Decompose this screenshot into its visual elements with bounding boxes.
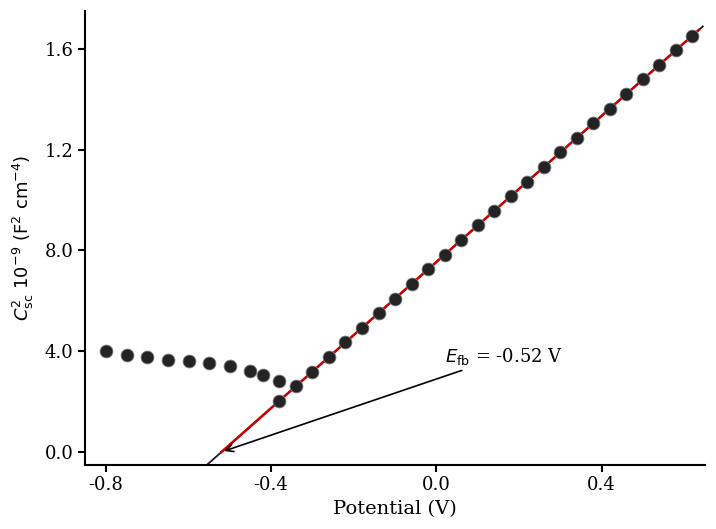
Point: [687, 31, 698, 40]
Point: [306, 367, 318, 376]
Point: [323, 353, 334, 361]
Point: [538, 163, 549, 171]
Point: [357, 324, 368, 332]
Point: [571, 134, 583, 142]
Point: [654, 60, 665, 69]
Point: [422, 265, 434, 273]
Point: [100, 347, 112, 355]
Point: [340, 338, 352, 346]
Point: [439, 250, 450, 259]
Y-axis label: $C_{\rm sc}^{2}\ 10^{-9}\ (\rm F^{2}\ cm^{-4})$: $C_{\rm sc}^{2}\ 10^{-9}\ (\rm F^{2}\ cm…: [11, 154, 37, 321]
Point: [257, 371, 268, 379]
Text: $E_{\mathrm{fb}}$ = -0.52 V: $E_{\mathrm{fb}}$ = -0.52 V: [226, 346, 563, 452]
Point: [121, 351, 132, 359]
Point: [390, 294, 401, 303]
Point: [274, 397, 285, 405]
Point: [488, 207, 500, 215]
Point: [274, 377, 285, 386]
Point: [224, 362, 236, 370]
Point: [472, 221, 483, 230]
Point: [142, 353, 153, 362]
Point: [245, 367, 256, 376]
Point: [555, 148, 566, 157]
Point: [455, 236, 467, 244]
Point: [290, 382, 301, 390]
Point: [162, 356, 173, 364]
Point: [604, 104, 616, 113]
Point: [521, 177, 533, 186]
Point: [505, 192, 516, 200]
Point: [588, 119, 599, 127]
Point: [183, 357, 194, 366]
Point: [670, 46, 682, 54]
Point: [406, 280, 417, 288]
X-axis label: Potential (V): Potential (V): [333, 500, 457, 518]
Point: [373, 309, 384, 317]
Point: [203, 358, 215, 367]
Point: [621, 90, 632, 98]
Point: [637, 75, 649, 84]
